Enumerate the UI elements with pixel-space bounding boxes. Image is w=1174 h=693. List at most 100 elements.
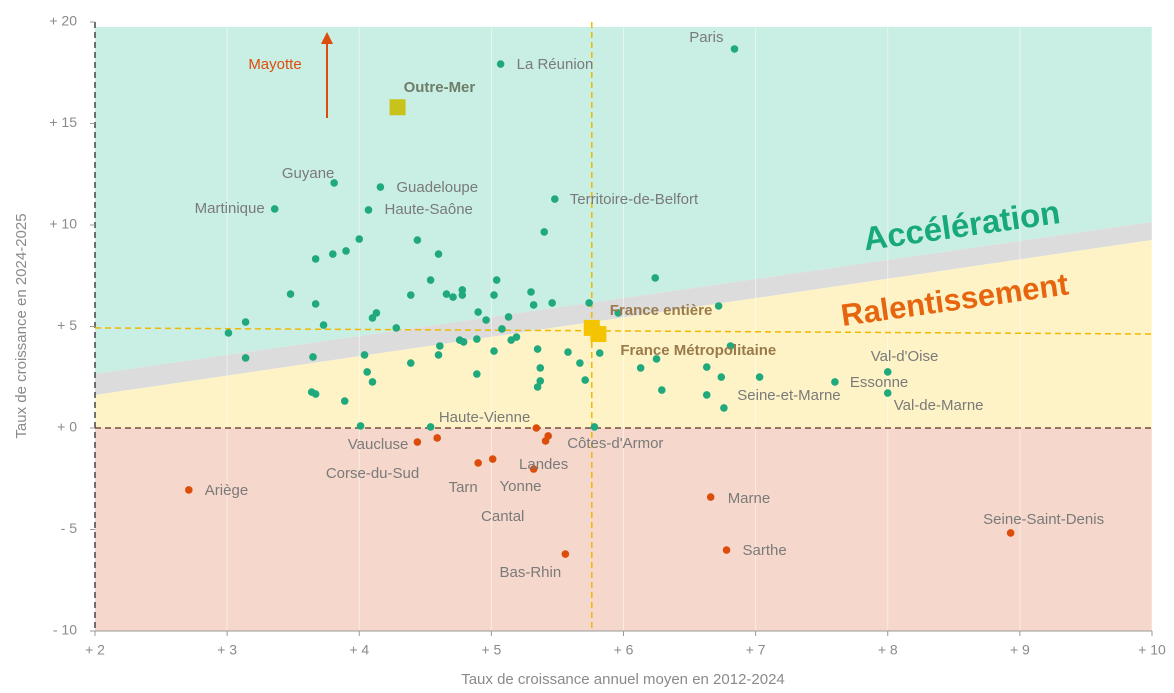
x-tick-label: + 8 — [878, 642, 898, 658]
point — [309, 353, 317, 361]
point — [473, 335, 481, 343]
point — [536, 377, 545, 385]
point — [474, 459, 482, 467]
point — [434, 250, 443, 258]
point — [532, 424, 541, 432]
y-tick-label: + 20 — [49, 13, 77, 29]
point — [702, 363, 711, 371]
point — [241, 318, 250, 326]
point — [883, 368, 892, 376]
point — [224, 329, 233, 337]
point-label: Ariège — [205, 482, 248, 499]
point-label: Outre-Mer — [404, 79, 476, 96]
point — [406, 291, 415, 299]
x-tick-label: + 5 — [481, 642, 501, 658]
point-label: Essonne — [850, 374, 908, 391]
point — [311, 300, 320, 308]
point — [311, 255, 320, 263]
point — [536, 364, 545, 372]
x-tick-label: + 6 — [614, 642, 634, 658]
point-label: Seine-et-Marne — [737, 387, 840, 404]
point-label: France Métropolitaine — [620, 342, 776, 359]
x-tick-label: + 7 — [746, 642, 766, 658]
point — [702, 391, 711, 399]
point — [426, 276, 435, 284]
point — [459, 338, 468, 346]
y-axis-label: Taux de croissance en 2024-2025 — [13, 213, 30, 438]
point — [368, 378, 377, 386]
point-label: France entière — [610, 302, 713, 319]
point — [413, 438, 422, 446]
point — [360, 351, 369, 359]
point — [426, 423, 435, 431]
point — [512, 333, 521, 341]
point — [527, 288, 535, 296]
point-label: Marne — [728, 490, 771, 507]
x-tick-label: + 2 — [85, 642, 105, 658]
reference-line — [94, 327, 1153, 335]
point — [581, 376, 589, 384]
point — [434, 351, 443, 359]
point — [406, 359, 415, 367]
point-label: Seine-Saint-Denis — [983, 511, 1104, 528]
point — [533, 345, 542, 353]
point — [541, 437, 550, 445]
point-label: Corse-du-Sud — [326, 465, 419, 482]
point — [576, 359, 584, 367]
point — [311, 390, 320, 398]
point-label: Côtes-d'Armor — [567, 435, 663, 452]
point — [504, 313, 513, 321]
point — [286, 290, 295, 298]
point — [585, 299, 593, 307]
point — [270, 205, 279, 213]
point — [329, 250, 337, 258]
point — [720, 404, 728, 412]
point — [533, 383, 542, 391]
point — [590, 326, 607, 343]
point-label: Bas-Rhin — [500, 564, 562, 581]
point — [529, 301, 538, 309]
point-label: Territoire-de-Belfort — [570, 191, 699, 208]
point — [550, 195, 559, 203]
point — [490, 291, 498, 299]
point — [241, 354, 250, 362]
point — [548, 299, 556, 307]
point — [561, 550, 570, 558]
point — [714, 302, 723, 310]
point — [342, 247, 350, 255]
point — [319, 321, 328, 329]
point — [433, 434, 442, 442]
point — [590, 423, 599, 431]
point — [614, 309, 623, 317]
point — [372, 309, 381, 317]
point-label: Haute-Saône — [384, 201, 472, 218]
grid — [226, 22, 1153, 631]
arrow-head — [321, 32, 333, 44]
y-tick-label: + 0 — [57, 419, 77, 435]
annotation: Mayotte — [248, 56, 301, 73]
point — [652, 355, 661, 363]
point — [488, 455, 497, 463]
point — [496, 60, 505, 68]
point — [540, 228, 549, 236]
point — [363, 368, 371, 376]
point — [355, 235, 364, 243]
point-label: Cantal — [481, 508, 524, 525]
point — [473, 370, 481, 378]
point — [185, 486, 193, 494]
point — [392, 324, 401, 332]
point — [726, 342, 735, 350]
point — [449, 293, 457, 301]
point-label: Val-d'Oise — [871, 348, 939, 365]
point — [651, 274, 660, 282]
point — [442, 290, 451, 298]
y-tick-label: + 10 — [49, 216, 77, 232]
point-label: Paris — [689, 29, 723, 46]
point-label: Yonne — [500, 478, 542, 495]
point — [413, 236, 422, 244]
point — [564, 348, 572, 356]
point — [658, 386, 666, 394]
point — [1006, 529, 1015, 537]
x-tick-label: + 3 — [217, 642, 237, 658]
point-label: Haute-Vienne — [439, 409, 530, 426]
